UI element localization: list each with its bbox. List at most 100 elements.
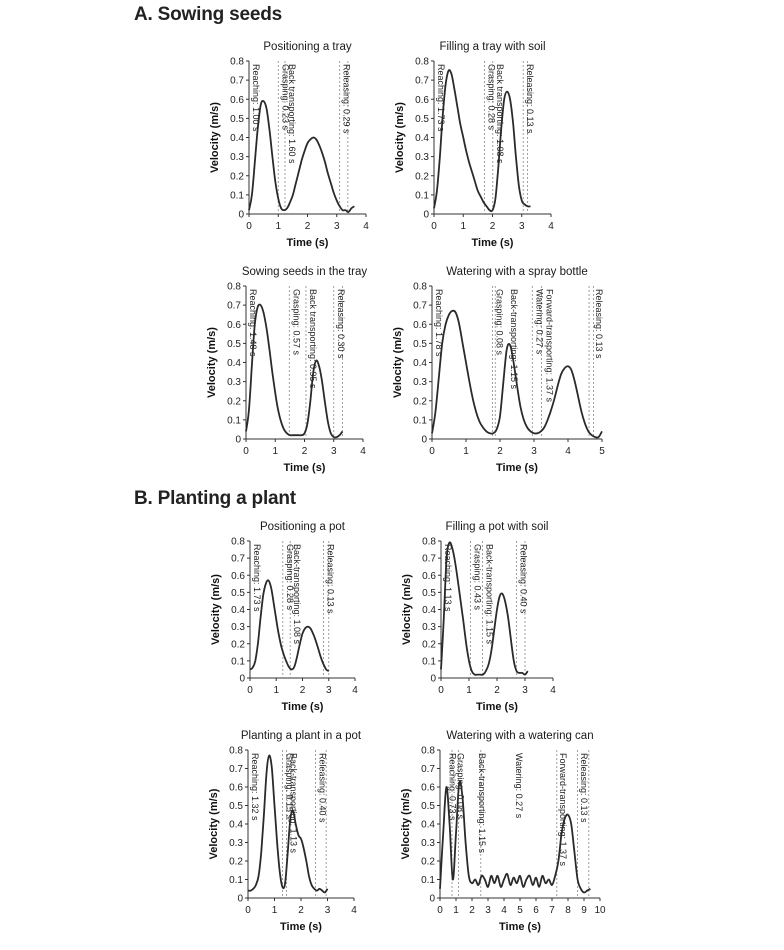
chart-panel-4: Watering with a spray bottle 0 0.1 0.2 0.3 0.… — [392, 266, 605, 474]
y-tick-label: 0.3 — [421, 838, 435, 849]
x-axis-label: Time (s) — [280, 921, 322, 933]
phase-label: Releasing: 0.29 s — [342, 64, 352, 134]
x-tick-label: 4 — [548, 221, 554, 232]
y-tick-label: 0.8 — [227, 282, 241, 293]
y-tick-label: 0.8 — [230, 57, 244, 68]
x-tick-label: 3 — [334, 221, 340, 232]
phase-label: Grasping: 0.23 s — [280, 64, 290, 131]
phase-label: Reaching: 1.13 s — [443, 544, 453, 612]
chart-panel-6: Filling a pot with soil 0 0.1 0.2 0.3 0.4 0.5 0… — [401, 521, 556, 713]
chart-title: Positioning a pot — [260, 521, 346, 533]
chart-panel-8: Watering with a watering can 0 0.1 0.2 0.3 0.… — [400, 730, 606, 933]
y-axis-label: Velocity (m/s) — [400, 788, 412, 859]
x-tick-label: 1 — [272, 446, 278, 457]
chart-title: Positioning a tray — [263, 41, 351, 53]
y-tick-label: 0.6 — [415, 95, 429, 106]
x-tick-label: 1 — [466, 685, 472, 696]
x-tick-label: 0 — [247, 685, 253, 696]
y-tick-label: 0.6 — [229, 783, 243, 794]
phase-label: Reaching: 0.73 s — [448, 753, 458, 821]
y-tick-label: 0 — [429, 894, 435, 905]
phase-label: Releasing: 0.13 s — [594, 289, 604, 359]
y-tick-label: 0.2 — [227, 396, 241, 407]
x-tick-label: 3 — [522, 685, 528, 696]
phase-label: Reaching: 1.78 s — [434, 289, 444, 357]
chart-panel-5: Positioning a pot 0 0.1 0.2 0.3 0.4 0.5 0.6 0.7 0… — [210, 521, 358, 713]
y-tick-label: 0.2 — [231, 639, 245, 650]
y-tick-label: 0.1 — [230, 190, 244, 201]
y-tick-label: 0.6 — [227, 320, 241, 331]
x-tick-label: 3 — [325, 905, 331, 916]
phase-label: Watering: 0.27 s — [514, 753, 524, 819]
y-tick-label: 0.6 — [421, 783, 435, 794]
y-tick-label: 0.2 — [422, 639, 436, 650]
y-tick-label: 0.5 — [231, 588, 245, 599]
phase-label: Releasing: 0.13 s — [579, 753, 589, 823]
chart-title: Filling a pot with soil — [446, 521, 549, 533]
x-tick-label: 4 — [550, 685, 556, 696]
phase-label: Releasing: 0.13 s — [326, 544, 336, 614]
y-axis-label: Velocity (m/s) — [206, 327, 218, 398]
y-tick-label: 0.5 — [421, 801, 435, 812]
x-tick-label: 4 — [352, 685, 358, 696]
x-tick-label: 5 — [599, 446, 605, 457]
velocity-series-line — [433, 69, 531, 213]
y-tick-label: 0.4 — [413, 358, 427, 369]
y-tick-label: 0.6 — [413, 320, 427, 331]
x-tick-label: 1 — [273, 685, 279, 696]
phase-label: Forward-transporting: 1.37 s — [545, 289, 555, 403]
y-tick-label: 0.1 — [413, 415, 427, 426]
x-tick-label: 0 — [246, 221, 252, 232]
phase-label: Reaching: 1.32 s — [250, 753, 260, 821]
y-tick-label: 0.1 — [227, 415, 241, 426]
y-tick-label: 0.2 — [421, 857, 435, 868]
x-tick-label: 0 — [429, 446, 435, 457]
velocity-series-line — [439, 780, 591, 894]
y-tick-label: 0.4 — [421, 820, 435, 831]
x-tick-label: 4 — [501, 905, 507, 916]
y-axis-label: Velocity (m/s) — [392, 327, 404, 398]
y-axis-label: Velocity (m/s) — [208, 788, 220, 859]
y-tick-label: 0 — [237, 894, 243, 905]
phase-label: Reaching: 1.48 s — [248, 289, 258, 357]
y-tick-label: 0.7 — [230, 76, 244, 87]
y-tick-label: 0.2 — [230, 171, 244, 182]
x-tick-label: 7 — [549, 905, 555, 916]
x-axis-label: Time (s) — [499, 921, 541, 933]
y-tick-label: 0 — [423, 210, 429, 221]
y-tick-label: 0 — [430, 674, 436, 685]
x-tick-label: 1 — [460, 221, 466, 232]
phase-label: Forward-transporting: 1.37 s — [558, 753, 568, 867]
y-tick-label: 0.3 — [229, 838, 243, 849]
x-axis-label: Time (s) — [476, 701, 518, 713]
phase-label: Back-transporting: 1.13 s — [288, 753, 298, 854]
velocity-series-line — [248, 99, 355, 214]
y-tick-label: 0.5 — [413, 339, 427, 350]
phase-label: Reaching: 1.73 s — [436, 64, 446, 132]
velocity-series-line — [247, 754, 329, 894]
x-tick-label: 9 — [581, 905, 587, 916]
y-tick-label: 0.2 — [413, 396, 427, 407]
x-tick-label: 8 — [565, 905, 571, 916]
phase-label: Grasping: 0.28 s — [285, 544, 295, 611]
chart-title: Watering with a watering can — [446, 730, 593, 742]
y-tick-label: 0.5 — [415, 114, 429, 125]
phase-label: Releasing: 0.30 s — [336, 289, 346, 359]
x-tick-label: 0 — [438, 685, 444, 696]
phase-label: Watering: 0.27 s — [534, 289, 544, 355]
phase-label: Reaching: 1.73 s — [252, 544, 262, 612]
x-tick-label: 2 — [490, 221, 496, 232]
phase-label: Back transporting: 1.60 s — [287, 64, 297, 164]
y-tick-label: 0.3 — [415, 152, 429, 163]
x-tick-label: 3 — [485, 905, 491, 916]
x-tick-label: 3 — [531, 446, 537, 457]
x-tick-label: 1 — [453, 905, 459, 916]
chart-panel-2: Filling a tray with soil 0 0.1 0.2 0.3 0.4 0.5… — [394, 41, 554, 249]
phase-label: Grasping: 0.28 s — [487, 64, 497, 131]
y-tick-label: 0 — [239, 674, 245, 685]
x-axis-label: Time (s) — [472, 237, 514, 249]
x-tick-label: 3 — [519, 221, 525, 232]
x-axis-label: Time (s) — [496, 462, 538, 474]
y-tick-label: 0.3 — [413, 377, 427, 388]
x-tick-label: 0 — [437, 905, 443, 916]
